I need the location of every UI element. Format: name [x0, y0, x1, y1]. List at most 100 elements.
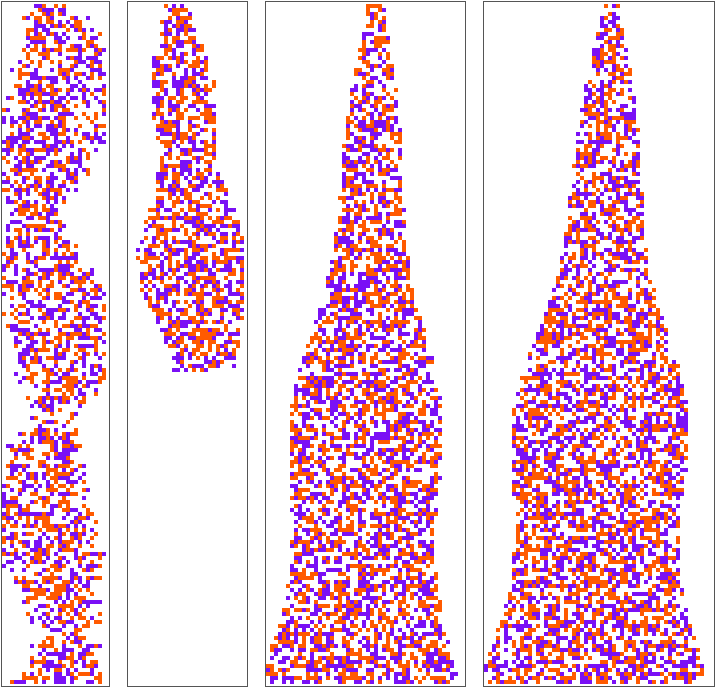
automaton-cell [176, 184, 180, 188]
automaton-cell [216, 260, 220, 264]
automaton-cell [354, 168, 358, 172]
automaton-cell [6, 224, 10, 228]
automaton-cell [82, 636, 86, 640]
automaton-cell [394, 484, 398, 488]
automaton-cell [70, 264, 74, 268]
automaton-cell [354, 420, 358, 424]
automaton-cell [346, 144, 350, 148]
automaton-cell [418, 544, 422, 548]
automaton-cell [42, 520, 46, 524]
automaton-cell [140, 272, 144, 276]
automaton-cell [18, 160, 22, 164]
automaton-cell [362, 72, 366, 76]
automaton-cell [46, 284, 50, 288]
automaton-cell [70, 336, 74, 340]
automaton-cell [362, 300, 366, 304]
automaton-cell [50, 20, 54, 24]
automaton-cell [346, 484, 350, 488]
automaton-cell [402, 436, 406, 440]
automaton-cell [228, 288, 232, 292]
automaton-cell [196, 88, 200, 92]
automaton-cell [208, 308, 212, 312]
automaton-cell [14, 140, 18, 144]
automaton-cell [216, 344, 220, 348]
automaton-cell [188, 180, 192, 184]
automaton-cell [196, 148, 200, 152]
automaton-cell [184, 288, 188, 292]
automaton-cell [58, 456, 62, 460]
automaton-cell [82, 664, 86, 668]
automaton-cell [386, 448, 390, 452]
automaton-cell [338, 216, 342, 220]
automaton-cell [2, 552, 6, 556]
automaton-cell [322, 376, 326, 380]
automaton-cell [90, 592, 94, 596]
automaton-cell [58, 556, 62, 560]
automaton-cell [346, 548, 350, 552]
automaton-cell [322, 444, 326, 448]
automaton-cell [434, 404, 438, 408]
automaton-cell [394, 520, 398, 524]
automaton-cell [42, 252, 46, 256]
automaton-cell [6, 148, 10, 152]
automaton-cell [306, 460, 310, 464]
automaton-cell [216, 268, 220, 272]
automaton-cell [172, 120, 176, 124]
automaton-cell [50, 652, 54, 656]
automaton-cell [338, 584, 342, 588]
automaton-cell [70, 360, 74, 364]
automaton-cell [58, 628, 62, 632]
automaton-cell [354, 540, 358, 544]
automaton-cell [370, 124, 374, 128]
automaton-cell [42, 380, 46, 384]
automaton-cell [426, 444, 430, 448]
automaton-cell [358, 344, 362, 348]
automaton-cell [374, 356, 378, 360]
automaton-cell [78, 540, 82, 544]
automaton-cell [354, 332, 358, 336]
automaton-cell [394, 468, 398, 472]
automaton-cell [38, 84, 42, 88]
automaton-cell [54, 488, 58, 492]
automaton-cell [58, 268, 62, 272]
automaton-cell [302, 576, 306, 580]
automaton-cell [34, 272, 38, 276]
automaton-cell [374, 128, 378, 132]
automaton-cell [176, 320, 180, 324]
automaton-cell [86, 604, 90, 608]
automaton-cell [196, 200, 200, 204]
automaton-cell [208, 184, 212, 188]
automaton-cell [426, 488, 430, 492]
automaton-cell [398, 296, 402, 300]
automaton-cell [382, 504, 386, 508]
automaton-cell [54, 504, 58, 508]
automaton-cell [54, 464, 58, 468]
automaton-cell [322, 364, 326, 368]
automaton-cell [46, 612, 50, 616]
automaton-cell [390, 464, 394, 468]
automaton-cell [220, 240, 224, 244]
automaton-cell [176, 132, 180, 136]
automaton-cell [98, 368, 102, 372]
automaton-cell [378, 492, 382, 496]
automaton-cell [394, 164, 398, 168]
automaton-cell [180, 92, 184, 96]
automaton-cell [350, 416, 354, 420]
automaton-cell [188, 216, 192, 220]
automaton-cell [54, 420, 58, 424]
automaton-cell [374, 364, 378, 368]
automaton-cell [74, 352, 78, 356]
automaton-cell [438, 404, 442, 408]
automaton-cell [54, 628, 58, 632]
automaton-cell [42, 52, 46, 56]
automaton-cell [168, 256, 172, 260]
automaton-cell [102, 104, 106, 108]
automaton-cell [410, 536, 414, 540]
automaton-cell [192, 200, 196, 204]
automaton-cell [378, 452, 382, 456]
automaton-cell [74, 116, 78, 120]
automaton-cell [386, 428, 390, 432]
automaton-cell [58, 528, 62, 532]
automaton-cell [378, 472, 382, 476]
automaton-cell [326, 480, 330, 484]
